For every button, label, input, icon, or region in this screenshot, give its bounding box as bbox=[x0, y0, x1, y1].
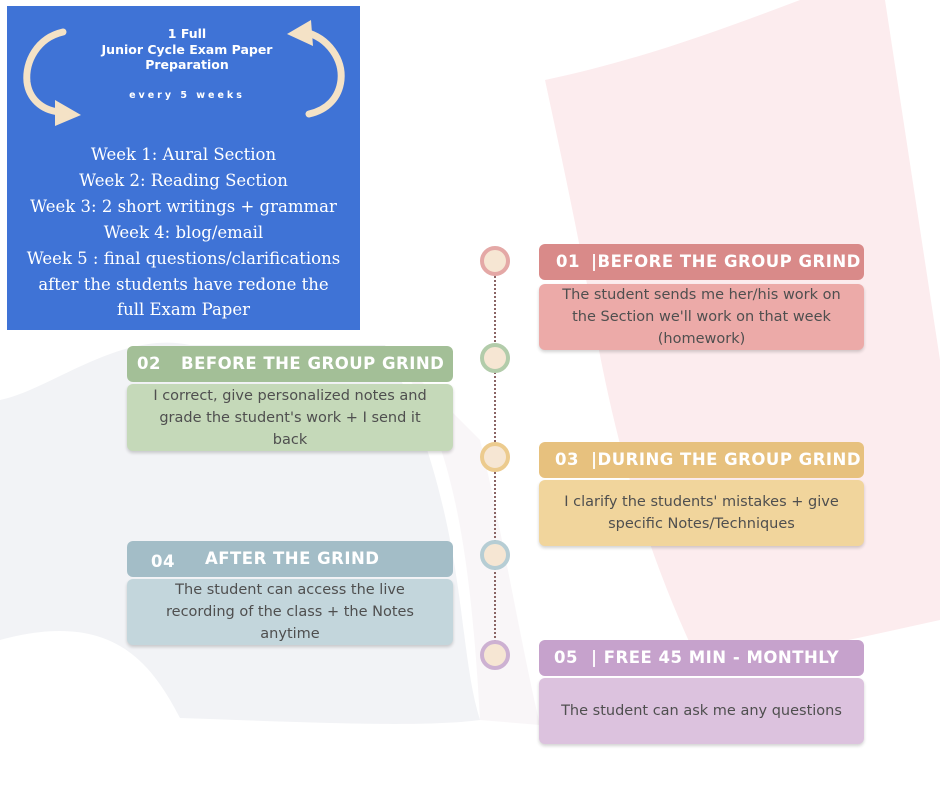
timeline-node-5 bbox=[480, 640, 510, 670]
step-title: BEFORE THE GROUP GRIND bbox=[181, 354, 445, 373]
week-item: Week 1: Aural Section bbox=[90, 145, 277, 164]
exam-prep-title: 1 Full Junior Cycle Exam Paper Preparati… bbox=[82, 26, 292, 73]
exam-prep-panel: 1 Full Junior Cycle Exam Paper Preparati… bbox=[7, 6, 360, 330]
timeline-node-2 bbox=[480, 343, 510, 373]
step-header bbox=[539, 244, 864, 280]
step-number: 03 bbox=[555, 450, 579, 469]
week-item: full Exam Paper bbox=[116, 300, 251, 320]
step-card-04: 04 AFTER THE GRIND The student can acces… bbox=[127, 541, 453, 645]
step-number: 04 bbox=[151, 552, 175, 571]
week-item: Week 2: Reading Section bbox=[79, 170, 288, 190]
step-header bbox=[539, 442, 864, 478]
circular-arrow-left-icon bbox=[23, 28, 81, 126]
step-header bbox=[127, 541, 453, 577]
week-item: after the students have redone the bbox=[38, 274, 329, 294]
exam-prep-frequency: every 5 weeks bbox=[129, 90, 245, 101]
step-number: 01 bbox=[556, 252, 580, 271]
step-card-01: 01 |BEFORE THE GROUP GRIND The student s… bbox=[539, 244, 864, 350]
step-number: 02 bbox=[137, 354, 161, 373]
step-title: AFTER THE GRIND bbox=[205, 549, 380, 568]
step-description: The student sends me her/his work on the… bbox=[562, 287, 841, 347]
step-number: 05 bbox=[554, 648, 578, 667]
step-title: |BEFORE THE GROUP GRIND bbox=[591, 252, 861, 271]
timeline-node-3 bbox=[480, 442, 510, 472]
step-title: |DURING THE GROUP GRIND bbox=[591, 450, 862, 469]
circular-arrow-right-icon bbox=[287, 20, 345, 118]
step-description-box: I clarify the students' mistakes + give … bbox=[539, 480, 864, 546]
week-item: Week 5 : final questions/clarifications bbox=[26, 248, 341, 268]
week-item: Week 3: 2 short writings + grammar bbox=[30, 196, 337, 216]
step-description-box: I correct, give personalized notes and g… bbox=[127, 384, 453, 451]
title-line: 1 Full bbox=[167, 26, 207, 41]
step-header bbox=[127, 346, 453, 382]
step-card-03: 03 |DURING THE GROUP GRIND I clarify the… bbox=[539, 442, 864, 546]
step-description: The student can access the live recordin… bbox=[166, 582, 414, 642]
timeline-node-1 bbox=[480, 246, 510, 276]
step-description: I clarify the students' mistakes + give … bbox=[564, 494, 839, 532]
step-header bbox=[539, 640, 864, 676]
step-title: | FREE 45 MIN - MONTHLY bbox=[591, 648, 840, 667]
step-description-box: The student can ask me any questions bbox=[539, 678, 864, 744]
title-line: Junior Cycle Exam Paper bbox=[101, 41, 273, 57]
step-description: I correct, give personalized notes and g… bbox=[153, 387, 427, 448]
step-description-box: The student sends me her/his work on the… bbox=[539, 284, 864, 350]
step-description: The student can ask me any questions bbox=[561, 703, 842, 719]
title-line: Preparation bbox=[145, 57, 229, 72]
week-item: Week 4: blog/email bbox=[103, 222, 264, 242]
step-description-box: The student can access the live recordin… bbox=[127, 579, 453, 645]
background-soft-blend bbox=[385, 345, 540, 725]
weekly-schedule: Week 1: Aural Section Week 2: Reading Se… bbox=[7, 142, 360, 323]
timeline-node-4 bbox=[480, 540, 510, 570]
step-card-05: 05 | FREE 45 MIN - MONTHLY The student c… bbox=[539, 640, 864, 744]
step-card-02: 02 BEFORE THE GROUP GRIND I correct, giv… bbox=[127, 346, 453, 451]
